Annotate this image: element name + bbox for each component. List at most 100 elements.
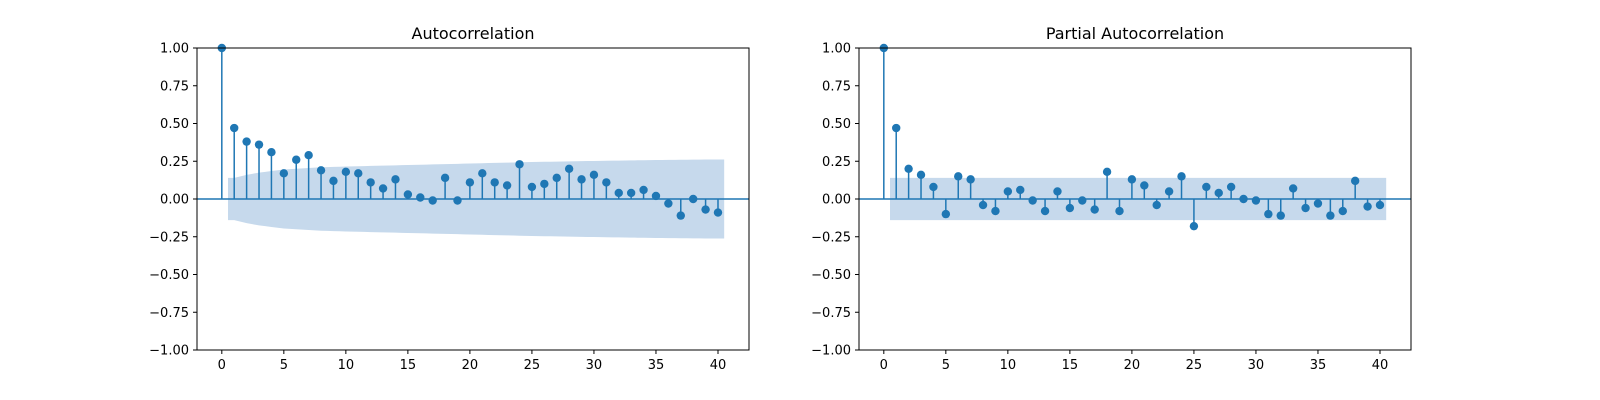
pacf-point-lag-7 xyxy=(966,175,975,184)
pacf-point-lag-23 xyxy=(1164,187,1174,196)
acf-point-lag-14 xyxy=(391,175,400,184)
pacf-point-lag-22 xyxy=(1152,200,1161,210)
acf-point-lag-5 xyxy=(279,169,289,178)
acf-point-lag-38 xyxy=(688,194,698,204)
acf-x-tick-label: 0 xyxy=(218,358,226,373)
autocorrelation-chart: 1.00 0.75 0.50 0.25 0.00 −0.25 −0.50 −0.75 −1.00… xyxy=(149,24,750,373)
pacf-point-lag-25 xyxy=(1189,221,1199,231)
acf-x-tick-label: 5 xyxy=(280,358,288,373)
acf-point-lag-31 xyxy=(602,178,611,187)
acf-x-tick-label: 25 xyxy=(524,358,541,373)
pacf-x-tick-label: 25 xyxy=(1186,358,1203,373)
acf-point-lag-19 xyxy=(453,196,462,205)
pacf-point-lag-4 xyxy=(929,182,938,192)
pacf-point-lag-17 xyxy=(1090,205,1099,214)
partial-autocorrelation-chart: 1.00 0.75 0.50 0.25 0.00 −0.25 −0.50 −0.75 −1.00… xyxy=(811,24,1412,373)
acf-y-tick-label: 0.75 xyxy=(160,79,189,94)
pacf-x-tick-label: 5 xyxy=(942,358,950,373)
acf-point-lag-8 xyxy=(316,166,326,175)
acf-x-tick-label: 35 xyxy=(648,358,665,373)
acf-point-lag-15 xyxy=(403,190,413,199)
acf-x-tick-label: 10 xyxy=(338,358,355,373)
pacf-point-lag-39 xyxy=(1363,202,1372,211)
acf-markers-layer xyxy=(217,43,723,220)
pacf-point-lag-20 xyxy=(1127,175,1137,184)
pacf-point-lag-10 xyxy=(1003,187,1013,196)
acf-y-tick-label: −1.00 xyxy=(149,344,189,359)
pacf-point-lag-15 xyxy=(1065,203,1075,213)
pacf-y-tick-label: 1.00 xyxy=(822,42,851,57)
acf-point-lag-29 xyxy=(577,175,586,184)
pacf-point-lag-31 xyxy=(1264,209,1273,219)
acf-point-lag-28 xyxy=(564,164,574,173)
pacf-point-lag-2 xyxy=(904,164,913,173)
acf-point-lag-16 xyxy=(416,193,425,202)
pacf-y-tick-label: −0.75 xyxy=(811,306,851,321)
pacf-y-tick-label: −1.00 xyxy=(811,344,851,359)
acf-point-lag-7 xyxy=(304,151,313,160)
acf-point-lag-25 xyxy=(527,182,537,192)
acf-x-tick-label: 20 xyxy=(462,358,479,373)
acf-y-tick-label: 1.00 xyxy=(160,42,189,57)
acf-point-lag-4 xyxy=(267,147,276,157)
acf-y-tick-label: −0.50 xyxy=(149,268,189,283)
acf-y-ticks: 1.00 0.75 0.50 0.25 0.00 −0.25 −0.50 −0.75 −1.00 xyxy=(149,42,197,359)
pacf-point-lag-40 xyxy=(1375,200,1385,210)
pacf-x-tick-label: 30 xyxy=(1248,358,1265,373)
acf-point-lag-32 xyxy=(614,188,623,198)
acf-point-lag-36 xyxy=(664,199,673,208)
pacf-y-tick-label: −0.25 xyxy=(811,230,851,245)
pacf-markers-layer xyxy=(879,43,1385,231)
pacf-y-tick-label: 0.50 xyxy=(822,117,851,132)
pacf-point-lag-32 xyxy=(1276,211,1285,220)
pacf-point-lag-12 xyxy=(1028,196,1037,205)
acf-point-lag-23 xyxy=(502,181,512,190)
acf-y-tick-label: −0.25 xyxy=(149,230,189,245)
pacf-point-lag-37 xyxy=(1338,206,1347,216)
pacf-point-lag-9 xyxy=(991,206,1000,216)
pacf-point-lag-3 xyxy=(916,170,926,180)
acf-point-lag-20 xyxy=(465,178,475,187)
pacf-point-lag-21 xyxy=(1140,181,1149,190)
pacf-point-lag-35 xyxy=(1313,199,1323,208)
acf-point-lag-33 xyxy=(626,188,636,198)
pacf-y-ticks: 1.00 0.75 0.50 0.25 0.00 −0.25 −0.50 −0.75 −1.00 xyxy=(811,42,859,359)
pacf-point-lag-13 xyxy=(1040,206,1050,216)
acf-y-tick-label: 0.50 xyxy=(160,117,189,132)
pacf-point-lag-28 xyxy=(1226,182,1236,192)
pacf-point-lag-6 xyxy=(954,172,963,181)
acf-point-lag-21 xyxy=(478,169,487,178)
pacf-point-lag-26 xyxy=(1202,182,1211,192)
acf-point-lag-13 xyxy=(378,184,388,193)
acf-point-lag-1 xyxy=(230,123,239,133)
acf-x-tick-label: 15 xyxy=(400,358,417,373)
pacf-point-lag-1 xyxy=(892,123,901,133)
pacf-point-lag-29 xyxy=(1239,194,1248,204)
pacf-point-lag-19 xyxy=(1115,206,1124,216)
acf-point-lag-39 xyxy=(701,205,710,214)
pacf-y-tick-label: 0.25 xyxy=(822,155,851,170)
pacf-point-lag-5 xyxy=(941,209,951,219)
pacf-y-tick-label: 0.75 xyxy=(822,79,851,94)
pacf-x-ticks: 0 5 10 15 20 25 30 35 40 xyxy=(880,350,1389,373)
pacf-point-lag-33 xyxy=(1288,184,1298,193)
pacf-y-tick-label: −0.50 xyxy=(811,268,851,283)
pacf-x-tick-label: 40 xyxy=(1372,358,1389,373)
pacf-point-lag-30 xyxy=(1251,196,1261,205)
acf-chart-title: Autocorrelation xyxy=(412,24,535,43)
pacf-x-tick-label: 10 xyxy=(1000,358,1017,373)
acf-y-tick-label: −0.75 xyxy=(149,306,189,321)
pacf-point-lag-16 xyxy=(1078,196,1087,205)
pacf-x-tick-label: 0 xyxy=(880,358,888,373)
acf-point-lag-10 xyxy=(341,167,351,177)
pacf-point-lag-36 xyxy=(1326,211,1335,220)
pacf-point-lag-24 xyxy=(1177,172,1186,181)
acf-point-lag-22 xyxy=(490,178,499,187)
acf-point-lag-27 xyxy=(552,173,561,183)
pacf-point-lag-8 xyxy=(978,200,988,210)
acf-point-lag-35 xyxy=(651,191,661,201)
acf-point-lag-34 xyxy=(639,185,648,195)
pacf-x-tick-label: 20 xyxy=(1124,358,1141,373)
acf-x-tick-label: 40 xyxy=(710,358,727,373)
